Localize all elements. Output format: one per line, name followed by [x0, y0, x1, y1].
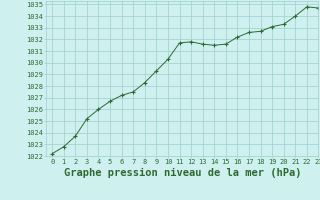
X-axis label: Graphe pression niveau de la mer (hPa): Graphe pression niveau de la mer (hPa)	[64, 168, 301, 178]
